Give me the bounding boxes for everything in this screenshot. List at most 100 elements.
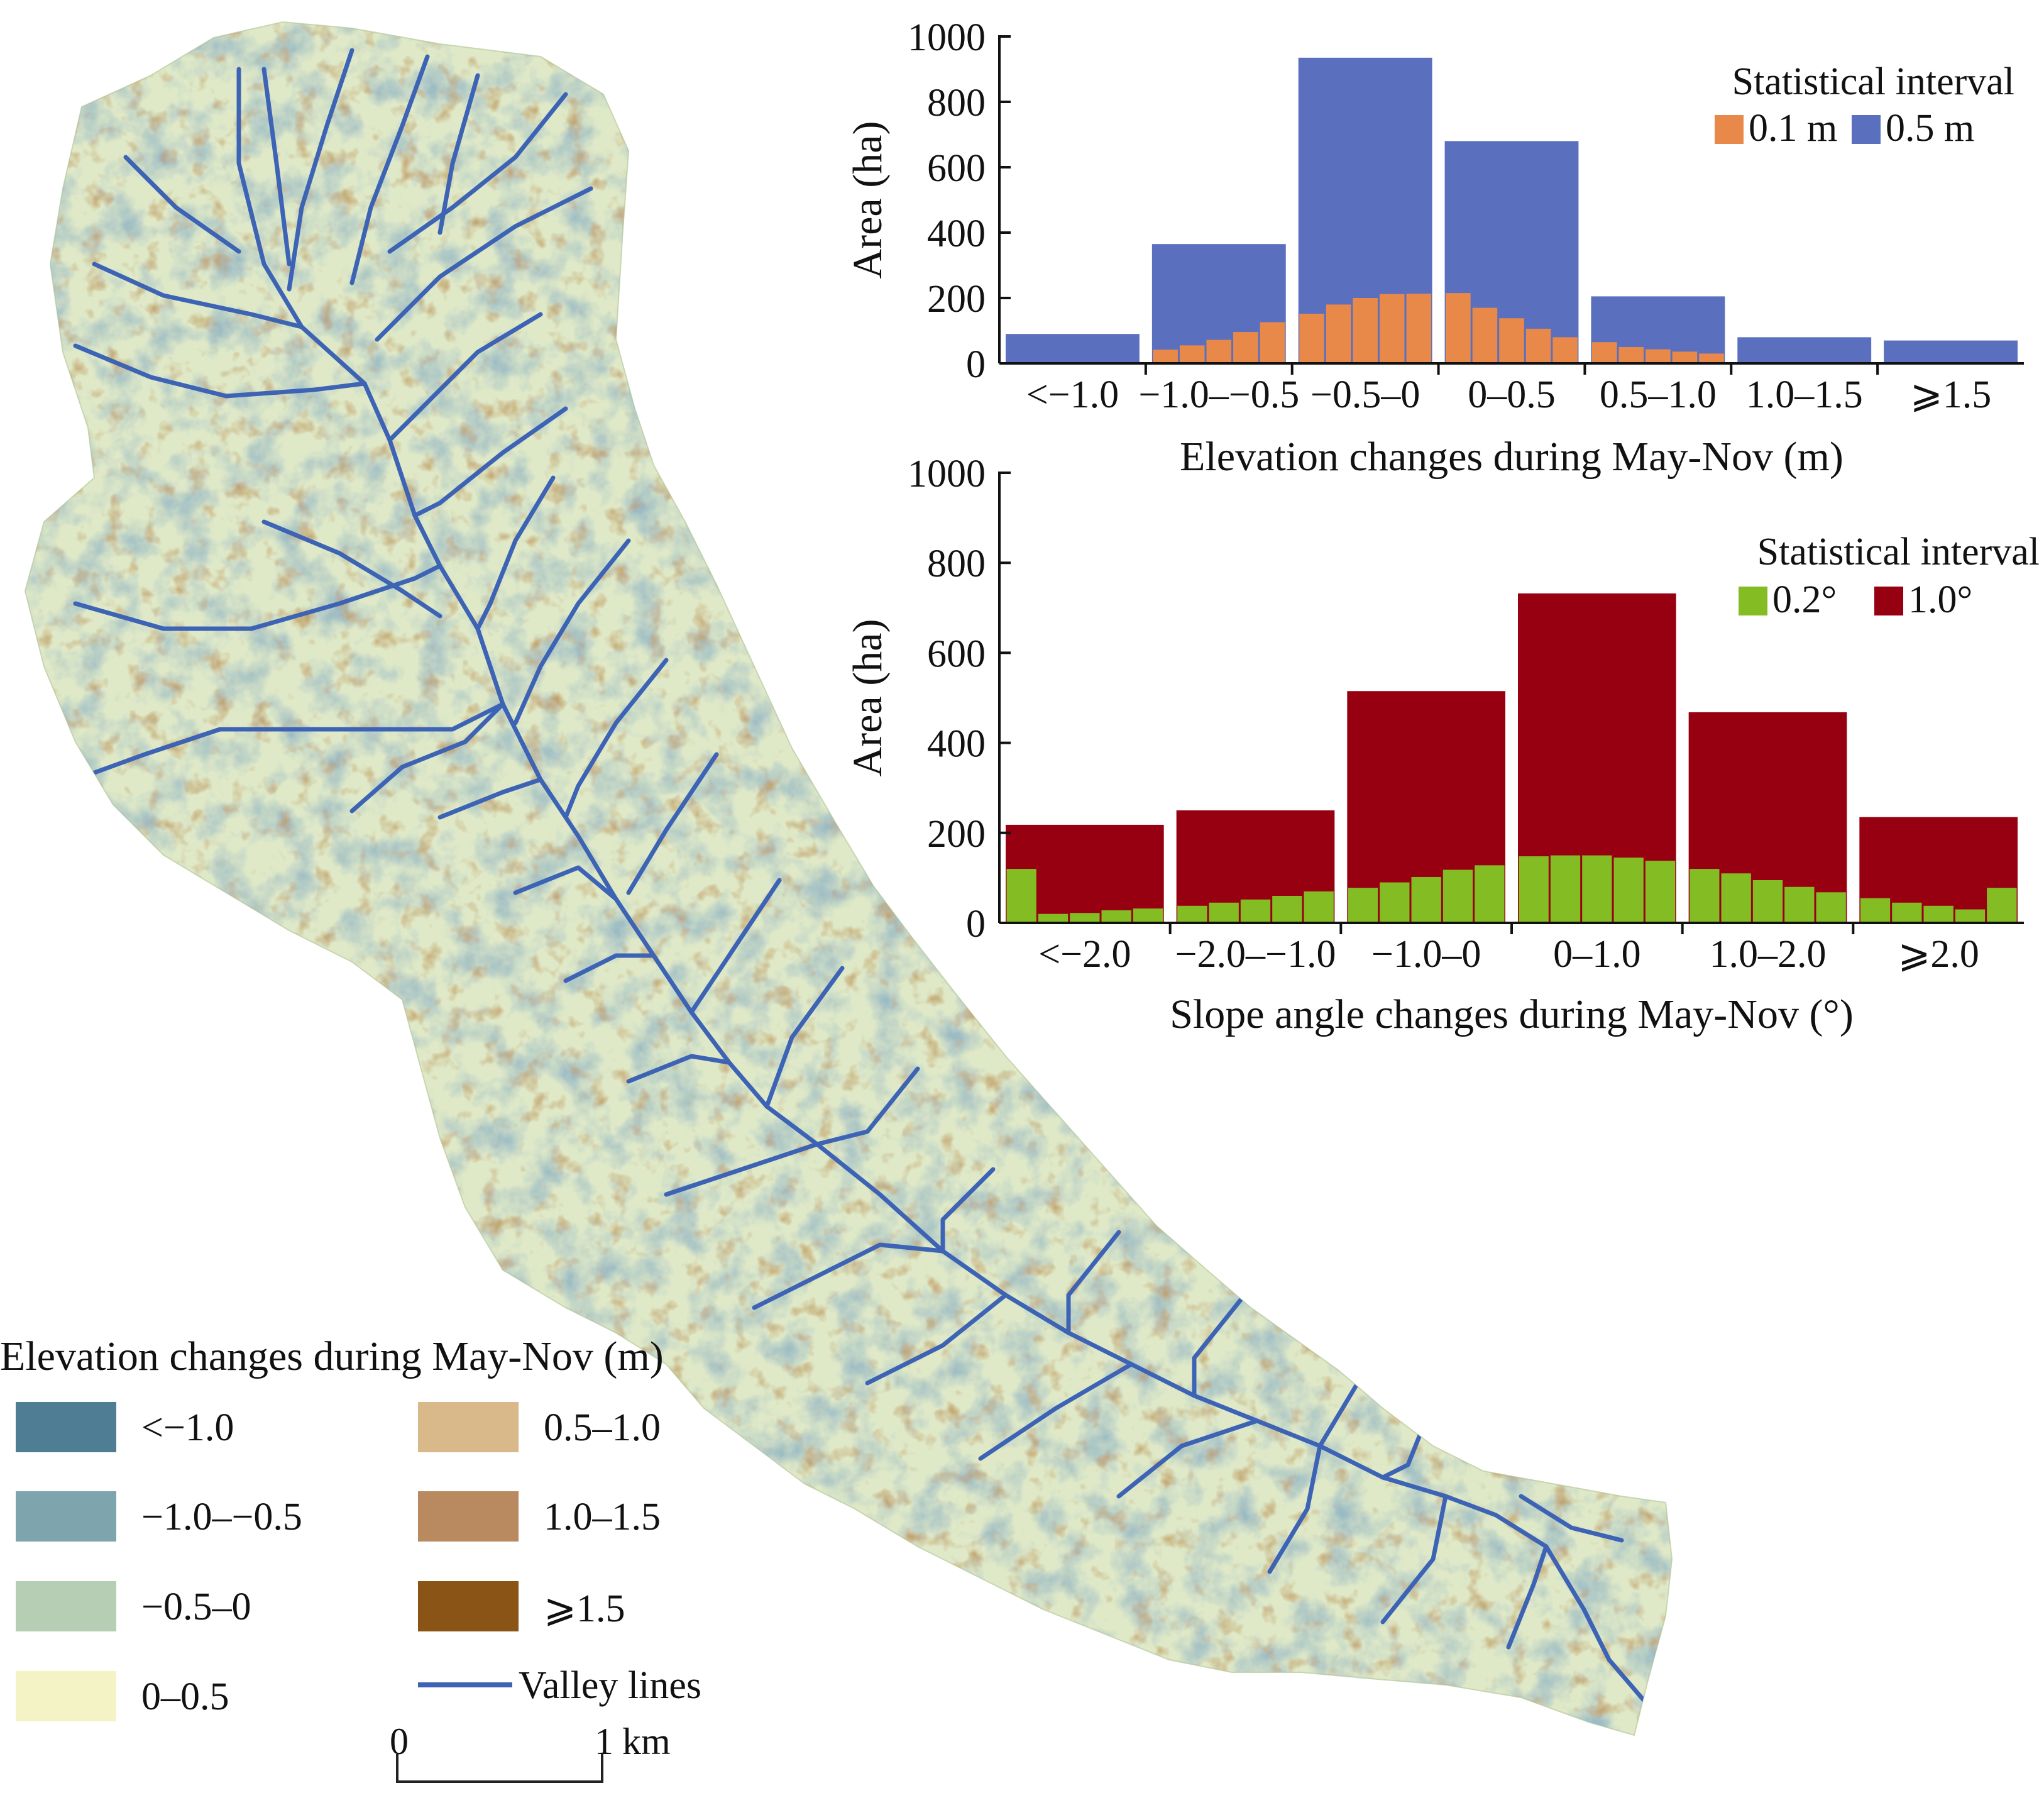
bar-fine-4-4 (1816, 892, 1846, 923)
y-tick-label: 1000 (908, 16, 986, 59)
x-tick-label: 0.5–1.0 (1600, 373, 1717, 416)
map-legend-title: Elevation changes during May-Nov (m) (0, 1333, 664, 1379)
elevation-chart-ylabel: Area (ha) (845, 121, 891, 279)
scale-bar-end-label: 1 (595, 1721, 613, 1762)
elevation-legend-title: Statistical interval (1732, 60, 2014, 103)
y-tick-label: 800 (927, 82, 986, 124)
bar-fine-3-3 (1525, 328, 1551, 363)
bar-fine-5-0 (1860, 898, 1891, 923)
bar-fine-3-1 (1472, 307, 1498, 363)
bar-fine-1-4 (1260, 322, 1285, 363)
scale-bar-unit-label: km (622, 1721, 671, 1762)
slope-legend-title: Statistical interval (1757, 531, 2040, 573)
bar-fine-1-0 (1153, 350, 1178, 363)
legend-swatch-0.2deg (1739, 587, 1767, 615)
legend-swatch (16, 1491, 116, 1542)
bar-fine-1-2 (1240, 899, 1271, 923)
legend-swatch (418, 1491, 519, 1542)
x-tick-label: −0.5–0 (1310, 373, 1420, 416)
bar-fine-0-2 (1070, 913, 1100, 923)
y-tick-label: 400 (927, 723, 986, 766)
legend-label-0.1m: 0.1 m (1749, 107, 1837, 150)
legend-swatch (418, 1402, 519, 1452)
bar-coarse-0 (1006, 334, 1140, 363)
legend-swatch (418, 1581, 519, 1631)
bar-fine-2-2 (1353, 298, 1378, 363)
bar-fine-5-2 (1923, 905, 1953, 923)
bar-fine-3-3 (1613, 858, 1644, 923)
bar-fine-1-3 (1272, 896, 1302, 923)
bar-fine-1-0 (1177, 905, 1207, 923)
bar-fine-4-1 (1618, 347, 1644, 363)
scale-bar: 0 1 km (390, 1721, 671, 1792)
map-legend: Elevation changes during May-Nov (m) <−1… (0, 1327, 701, 1779)
legend-label-0.5m: 0.5 m (1886, 107, 1974, 150)
bar-coarse-5 (1737, 337, 1872, 363)
bar-fine-2-3 (1379, 294, 1405, 363)
y-tick-label: 600 (927, 632, 986, 675)
bar-fine-5-1 (1892, 902, 1922, 923)
y-tick-label: 200 (927, 278, 986, 321)
bar-fine-5-4 (1987, 888, 2017, 923)
x-tick-label: 0–0.5 (1468, 373, 1556, 416)
bar-fine-2-4 (1406, 294, 1432, 363)
x-tick-label: <−2.0 (1038, 933, 1131, 976)
bar-fine-3-4 (1552, 337, 1578, 363)
bar-fine-1-2 (1206, 339, 1232, 363)
slope-change-chart: <−2.0 −2.0–−1.0 −1.0–0 0–1.0 1.0–2.0 ⩾2.0 0 200… (845, 453, 2040, 1037)
legend-label: Valley lines (519, 1664, 701, 1707)
scale-bar-line (397, 1780, 602, 1783)
x-tick-label: 1.0–1.5 (1746, 373, 1863, 416)
scale-bar-start-label: 0 (390, 1721, 409, 1762)
y-tick-label: 600 (927, 147, 986, 190)
legend-swatch-1.0deg (1874, 587, 1903, 615)
y-tick-label: 0 (966, 343, 986, 386)
bar-fine-2-1 (1380, 882, 1410, 923)
bar-fine-3-0 (1446, 293, 1471, 363)
x-tick-label: 0–1.0 (1553, 933, 1641, 976)
bar-fine-2-1 (1326, 304, 1351, 363)
valley-line-icon (418, 1682, 512, 1687)
bar-fine-3-0 (1519, 856, 1549, 923)
legend-swatch (16, 1581, 116, 1631)
legend-label: <−1.0 (141, 1406, 234, 1449)
bar-fine-4-2 (1646, 349, 1671, 363)
bar-fine-3-2 (1499, 318, 1524, 363)
scale-bar-tick-start (396, 1754, 398, 1783)
x-tick-label: ⩾2.0 (1898, 933, 1979, 976)
slope-chart-ylabel: Area (ha) (845, 619, 891, 777)
y-tick-label: 800 (927, 543, 986, 585)
bar-coarse-6 (1884, 340, 2018, 363)
elevation-chart-axes: <−1.0 −1.0–−0.5 −0.5–0 0–0.5 0.5–1.0 1.0–1.5 ⩾… (908, 16, 2024, 416)
bar-fine-5-3 (1955, 909, 1986, 923)
legend-label: ⩾1.5 (544, 1587, 625, 1630)
elevation-chart-xlabel: Elevation changes during May-Nov (m) (1180, 434, 1843, 480)
bar-fine-4-2 (1752, 880, 1783, 923)
legend-swatch-0.1m (1715, 115, 1744, 144)
bar-fine-1-1 (1209, 902, 1239, 923)
bar-fine-3-4 (1645, 861, 1676, 923)
bar-fine-2-0 (1299, 313, 1324, 363)
bar-fine-0-3 (1101, 910, 1131, 923)
legend-label: 1.0–1.5 (544, 1496, 661, 1538)
bar-fine-3-2 (1582, 855, 1612, 923)
legend-label: 0.5–1.0 (544, 1406, 661, 1449)
bar-fine-4-3 (1672, 351, 1698, 363)
legend-swatch (16, 1671, 116, 1721)
x-tick-label: −1.0–−0.5 (1138, 373, 1299, 416)
bar-fine-0-0 (1006, 869, 1036, 923)
x-tick-label: 1.0–2.0 (1710, 933, 1827, 976)
legend-swatch (16, 1402, 116, 1452)
bar-fine-2-3 (1442, 869, 1473, 923)
x-tick-label: ⩾1.5 (1910, 373, 1991, 416)
bar-fine-1-4 (1304, 891, 1334, 923)
slope-chart-xlabel: Slope angle changes during May-Nov (°) (1170, 991, 1854, 1037)
bar-fine-1-3 (1233, 332, 1258, 363)
slope-chart-axes: <−2.0 −2.0–−1.0 −1.0–0 0–1.0 1.0–2.0 ⩾2.0 0 200… (908, 453, 2024, 976)
bar-fine-4-0 (1690, 869, 1720, 923)
x-tick-label: −2.0–−1.0 (1175, 933, 1336, 976)
legend-label: 0–0.5 (141, 1675, 229, 1718)
bar-fine-4-0 (1591, 342, 1617, 363)
scale-bar-tick-end (601, 1754, 603, 1783)
legend-label: −1.0–−0.5 (141, 1496, 302, 1538)
